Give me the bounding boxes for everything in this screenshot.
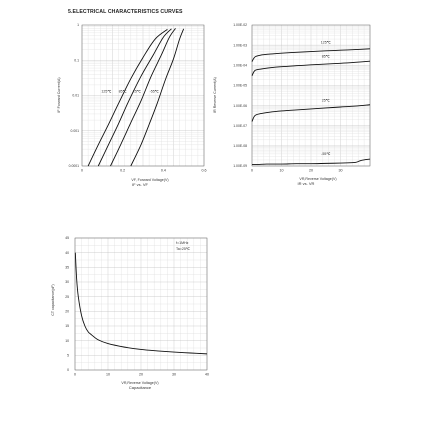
x-tick-label: 20 xyxy=(139,373,143,377)
y-tick-label: 20 xyxy=(65,310,69,314)
series-annotation: 85℃ xyxy=(322,54,331,58)
y-tick-label: 0 xyxy=(67,368,69,372)
chart3-note-temperature: Ta=25℃ xyxy=(176,247,191,251)
x-tick-label: 0 xyxy=(81,169,83,173)
y-tick-label: 40 xyxy=(65,251,69,255)
y-tick-label: 0.01 xyxy=(72,94,79,98)
y-tick-label: 1.00E-06 xyxy=(233,104,247,108)
plot-frame xyxy=(251,24,371,167)
y-tick-label: 1.00E-07 xyxy=(233,124,247,128)
y-tick-label: 1.00E-05 xyxy=(233,84,247,88)
chart2-title: IR vs. VR xyxy=(298,181,315,186)
chart1-xlabel: VF, Forward Voltage(V) xyxy=(131,178,168,182)
series-line-1 xyxy=(87,29,168,167)
chart3-note-frequency: f=1MHz xyxy=(176,241,189,245)
y-tick-label: 1 xyxy=(77,23,79,27)
y-tick-label: 1.00E-09 xyxy=(233,164,247,168)
y-tick-label: 30 xyxy=(65,280,69,284)
series-annotation: 125℃ xyxy=(321,41,332,45)
y-tick-label: 0.0001 xyxy=(69,164,79,168)
x-tick-label: 0.6 xyxy=(202,169,207,173)
series-line-4 xyxy=(251,158,371,165)
x-tick-label: 30 xyxy=(172,373,176,377)
plot-frame xyxy=(81,24,205,167)
series-annotation: 125℃ xyxy=(101,90,112,94)
x-tick-label: 0 xyxy=(251,169,253,173)
chart3-xlabel: VR,Reverse Voltage(V) xyxy=(121,381,158,385)
series-annotation: 85℃ xyxy=(119,90,128,94)
x-tick-label: 40 xyxy=(205,373,209,377)
y-tick-label: 0.001 xyxy=(71,129,80,133)
chart-ir-vs-vr: 0 10 20 30 1.00E-09 1.00E-08 1.00E-07 1.00E-06 1… xyxy=(213,23,371,186)
series-line-1 xyxy=(251,48,371,62)
y-tick-label: 25 xyxy=(65,295,69,299)
x-tick-label: 10 xyxy=(106,373,110,377)
x-tick-label: 0.4 xyxy=(161,169,166,173)
y-tick-label: 0.1 xyxy=(74,58,79,62)
y-tick-label: 10 xyxy=(65,339,69,343)
series-line-4 xyxy=(130,28,185,167)
series-line-3 xyxy=(251,104,371,122)
x-tick-label: 30 xyxy=(339,169,343,173)
series-line-3 xyxy=(110,28,176,167)
chart1-title: IF vs. VF xyxy=(132,182,149,187)
y-tick-label: 1.00E-04 xyxy=(233,63,247,67)
y-tick-label: 1.00E-02 xyxy=(233,23,247,27)
y-tick-label: 45 xyxy=(65,236,69,240)
chart2-xlabel: VR,Reverse Voltage(V) xyxy=(299,177,336,181)
x-tick-label: 0.2 xyxy=(120,169,125,173)
y-tick-label: 1.00E-03 xyxy=(233,43,247,47)
chart-capacitance: 0 10 20 30 40 0 5 10 15 20 25 30 35 40 45 VR,Reverse V… xyxy=(51,236,209,390)
chart2-ylabel: IR Reverse Current(A) xyxy=(213,77,217,113)
series-line-1 xyxy=(74,252,208,355)
chart3-ylabel: CT capacitance(pF) xyxy=(51,284,55,316)
y-tick-label: 35 xyxy=(65,266,69,270)
series-line-2 xyxy=(251,60,371,77)
y-tick-label: 5 xyxy=(67,354,69,358)
x-tick-label: 10 xyxy=(280,169,284,173)
series-line-2 xyxy=(97,28,172,167)
y-tick-label: 1.00E-08 xyxy=(233,144,247,148)
chart-if-vs-vf: 0 0.2 0.4 0.6 0.0001 0.001 0.01 0.1 1 125℃ 85℃ 25℃ -… xyxy=(57,23,207,187)
x-tick-label: 0 xyxy=(74,373,76,377)
series-annotation: 25℃ xyxy=(322,98,331,102)
page-title: 5.ELECTRICAL CHARACTERISTICS CURVES xyxy=(68,9,183,15)
series-annotation: 25℃ xyxy=(133,90,142,94)
series-annotation: -55℃ xyxy=(321,152,331,156)
chart1-ylabel: IF Forward Current(A) xyxy=(57,77,61,112)
chart3-title: Capacitance xyxy=(129,385,152,390)
x-tick-label: 20 xyxy=(309,169,313,173)
y-tick-label: 15 xyxy=(65,324,69,328)
series-annotation: -55℃ xyxy=(150,90,160,94)
plot-frame xyxy=(74,237,208,371)
